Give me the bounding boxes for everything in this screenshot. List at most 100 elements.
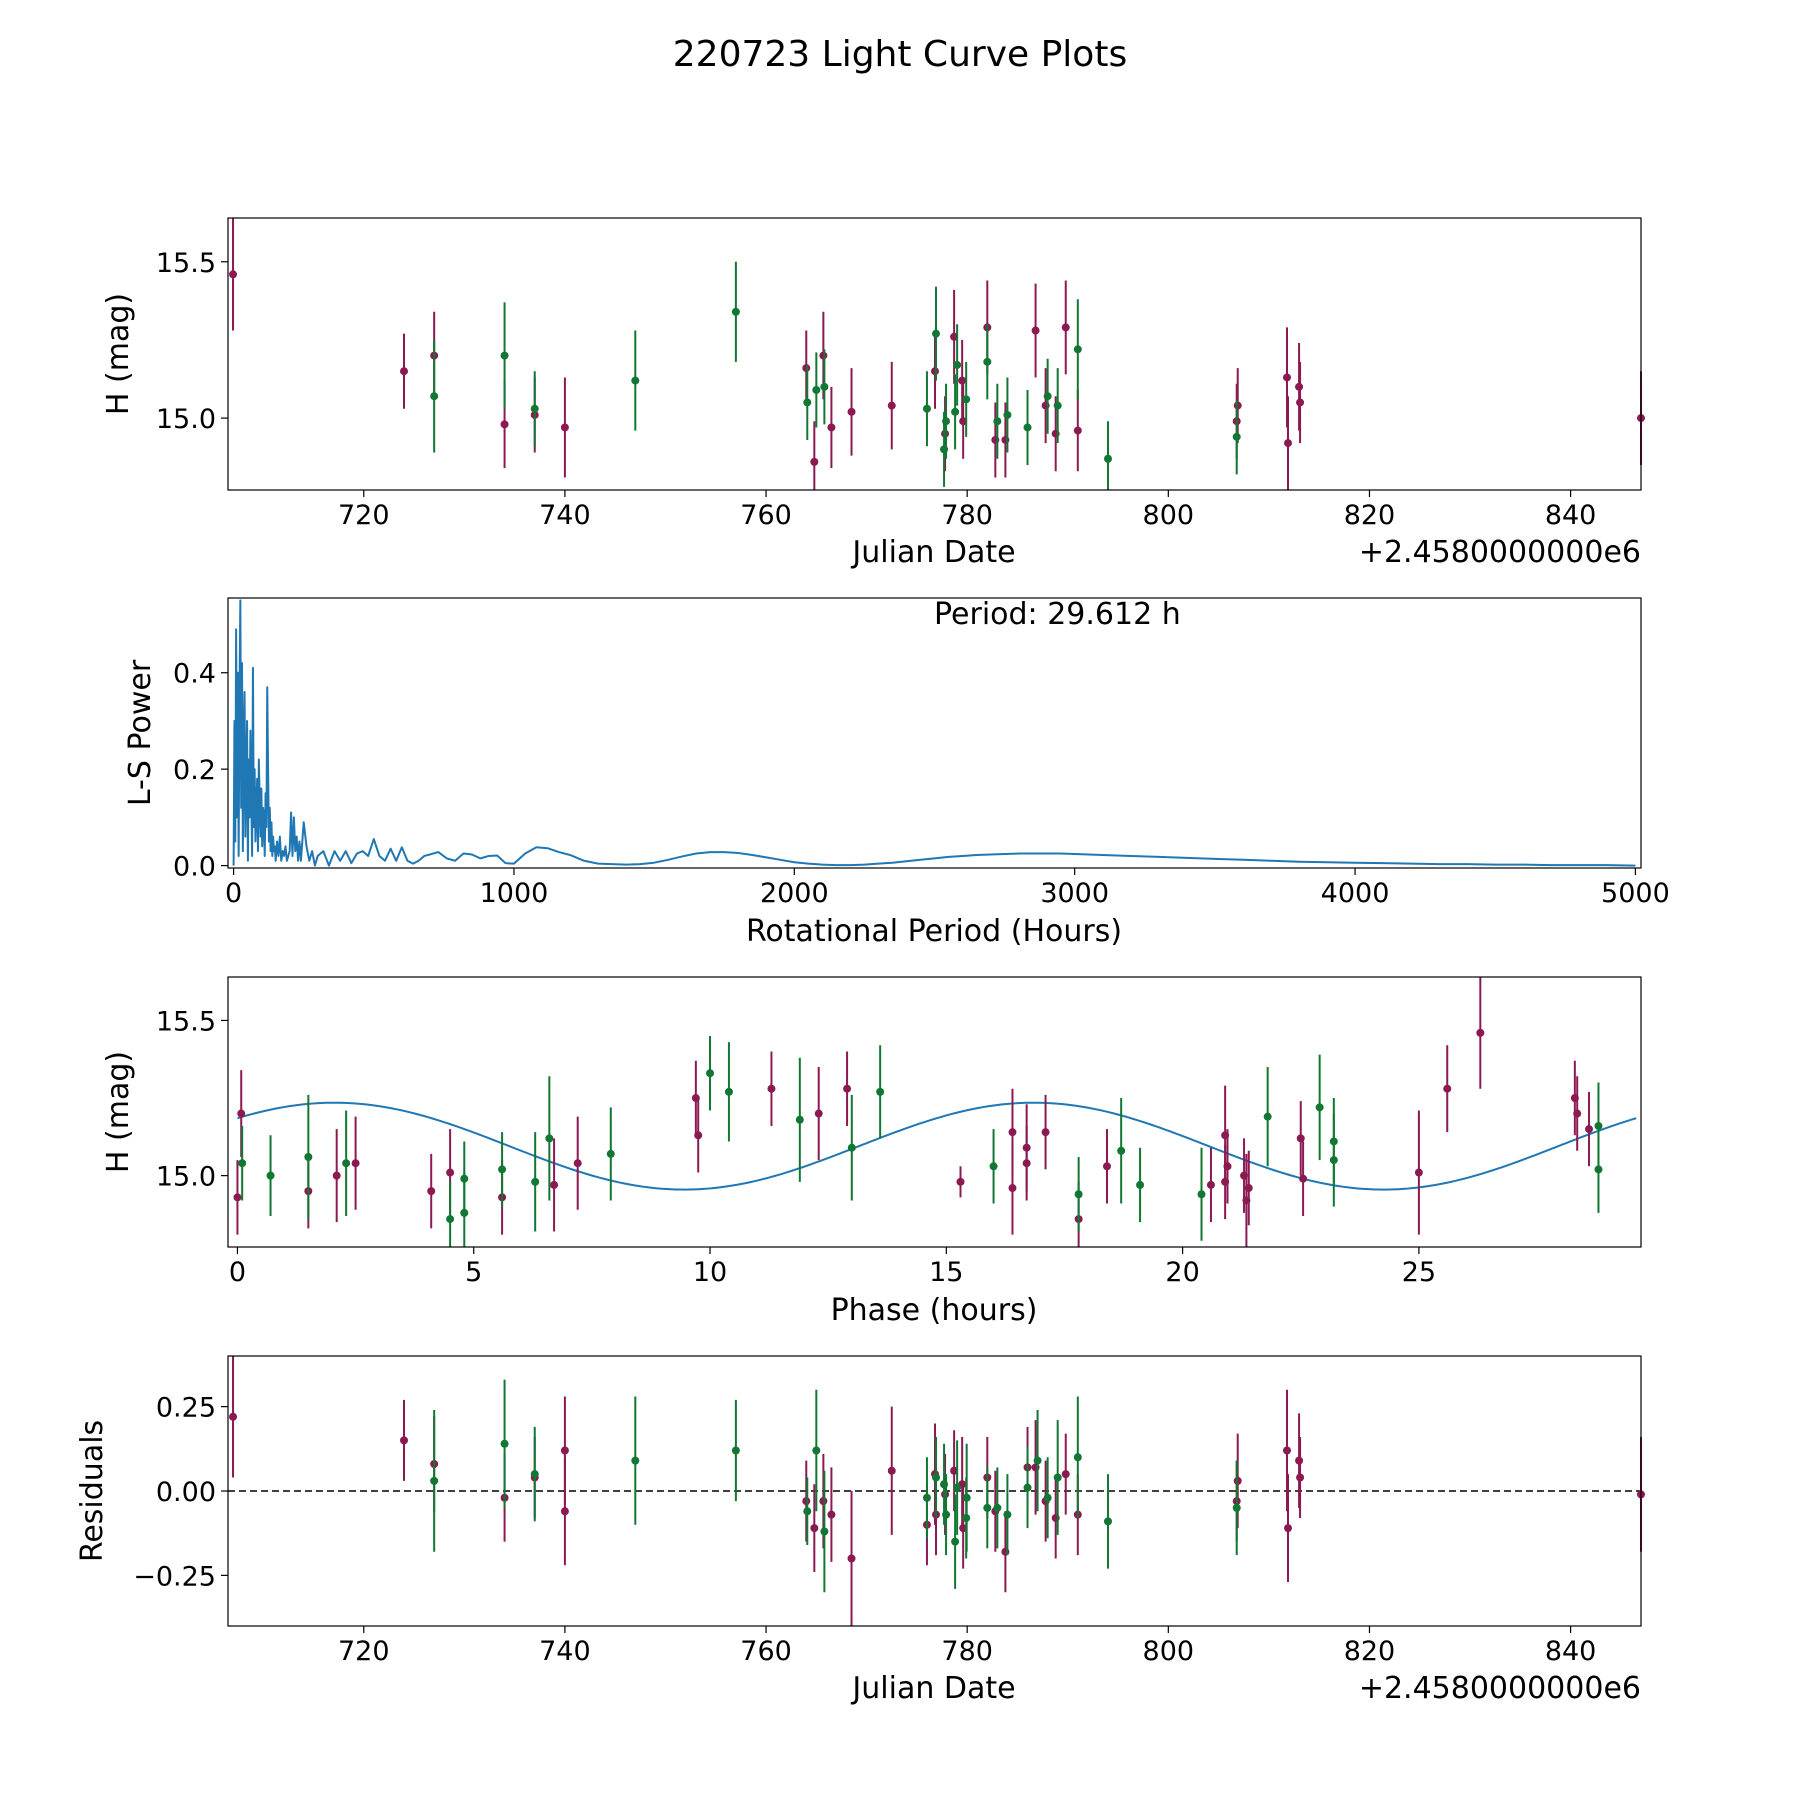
data-point-g [1043,1493,1052,1502]
data-point-r [229,270,238,279]
data-point-r [767,1084,776,1093]
data-point-g [545,1134,554,1143]
data-point-g [500,1439,509,1448]
data-point-g [876,1087,885,1096]
phased-curve-xlabel: Phase (hours) [831,1293,1038,1328]
data-point-g [266,1171,275,1180]
data-point-g [983,357,992,366]
x-tick-label: 15 [929,1257,963,1288]
periodogram-frame [227,597,1642,869]
x-tick-label: 720 [338,500,390,531]
data-point-r [819,1497,828,1506]
data-point-g [1073,345,1082,354]
data-point-g [430,392,439,401]
data-point-r [446,1168,455,1177]
data-point-r [229,1412,238,1421]
data-point-r [887,401,896,410]
data-point-r [958,376,967,385]
data-point-g [989,1162,998,1171]
fit-curve [237,1101,1637,1191]
x-tick-label: 0 [225,878,242,909]
data-point-r [1284,439,1293,448]
period-annotation: Period: 29.612 h [934,597,1181,632]
data-point-r [1061,323,1070,332]
data-point-g [1023,423,1032,432]
residuals-xlabel: Julian Date [850,1671,1015,1706]
data-point-r [1102,1162,1111,1171]
data-point-r [959,417,968,426]
residuals-offset-label: +2.4580000000e6 [1359,1671,1641,1706]
data-point-r [1585,1125,1594,1134]
data-point-r [827,1510,836,1519]
data-point-g [922,404,931,413]
data-point-g [304,1153,313,1161]
data-point-r [237,1109,246,1118]
data-point-g [953,360,962,369]
data-point-g [1043,392,1052,401]
data-point-r [1244,1184,1253,1193]
data-point-g [238,1159,247,1168]
data-point-r [1295,1456,1304,1465]
data-point-r [931,367,940,376]
data-point-g [812,1446,821,1455]
data-point-r [694,1131,703,1140]
data-point-g [631,376,640,385]
data-point-g [803,1507,812,1516]
x-tick-label: 0 [229,1257,246,1288]
data-point-g [1103,454,1112,463]
data-point-g [530,1470,539,1479]
data-point-g [706,1069,715,1078]
light-curve-offset-label: +2.4580000000e6 [1359,535,1641,570]
data-point-g [951,1537,960,1546]
x-tick-label: 5000 [1601,878,1670,909]
x-tick-label: 720 [338,1636,390,1667]
x-tick-label: 840 [1545,500,1597,531]
data-point-r [802,1497,811,1506]
data-point-r [1443,1084,1452,1093]
data-point-r [1284,1524,1293,1533]
data-point-g [953,1483,962,1492]
data-point-r [802,364,811,373]
data-point-r [332,1171,341,1180]
data-point-g [820,1527,829,1536]
x-tick-label: 25 [1402,1257,1436,1288]
data-point-r [1476,1028,1485,1037]
data-point-g [993,1503,1002,1512]
data-point-r [1022,1159,1031,1168]
x-tick-label: 20 [1165,1257,1199,1288]
data-point-r [956,1177,965,1186]
data-point-r [819,351,828,360]
x-tick-label: 760 [740,500,792,531]
x-tick-label: 10 [693,1257,727,1288]
data-point-r [814,1109,823,1118]
light-curve-plot: 720 740 760 780 800 820 840 15.0 15.5 [156,218,1645,531]
light-curve-ylabel: H (mag) [101,293,136,415]
data-point-r [810,1524,819,1533]
x-tick-label: 740 [539,500,591,531]
data-point-g [951,407,960,416]
phased-curve-ylabel: H (mag) [101,1051,136,1173]
y-tick-label: 15.5 [156,248,216,279]
panel-light-curve: 720 740 760 780 800 820 840 15.0 15.5 Julian Dat… [101,217,1645,570]
y-tick-label: 15.5 [156,1006,216,1037]
data-point-r [941,1490,950,1499]
data-point-r [560,1507,569,1516]
data-point-r [427,1187,436,1196]
data-point-g [430,1476,439,1485]
x-tick-label: 820 [1344,500,1396,531]
panel-periodogram: 0 1000 2000 3000 4000 5000 0.0 0.2 0.4 Period: 2… [123,597,1670,949]
y-tick-label: 0.0 [173,852,216,883]
data-point-g [1263,1112,1272,1121]
data-point-r [827,423,836,432]
data-point-r [1282,1446,1291,1455]
phased-curve-plot: 0 5 10 15 20 25 15.0 15.5 [156,977,1637,1288]
periodogram-ylabel: L-S Power [123,659,158,806]
panel-phased-curve: 0 5 10 15 20 25 15.0 15.5 Phase (hours) H (mag) [101,976,1642,1328]
data-point-g [1232,1503,1241,1512]
data-point-r [233,1193,242,1202]
data-point-r [351,1159,360,1168]
data-point-r [399,1436,408,1445]
y-tick-label: 0.00 [156,1477,216,1508]
data-point-g [847,1143,856,1152]
